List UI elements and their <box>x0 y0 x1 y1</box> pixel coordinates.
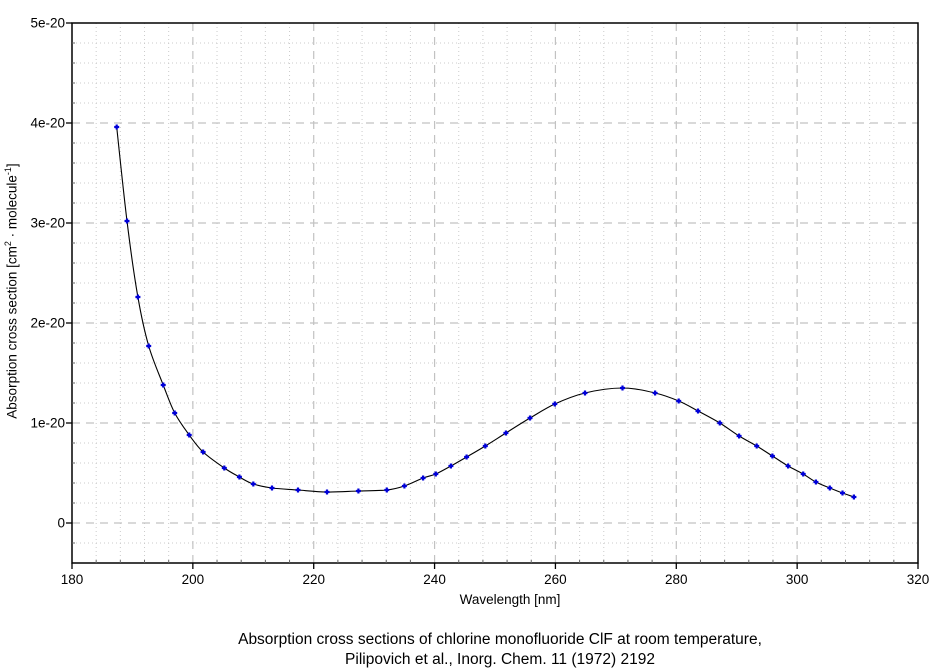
data-point-marker <box>420 475 426 481</box>
x-tick-label: 300 <box>786 572 809 587</box>
y-tick-label: 0 <box>57 516 65 531</box>
data-point-marker <box>754 443 760 449</box>
data-point-marker <box>552 401 558 407</box>
data-point-marker <box>464 454 470 460</box>
data-point-marker <box>324 489 330 495</box>
y-tick-label: 2e-20 <box>30 316 65 331</box>
x-tick-label: 260 <box>544 572 567 587</box>
y-axis-title: Absorption cross section [cm2 · molecule… <box>3 21 23 561</box>
x-tick-label: 200 <box>182 572 205 587</box>
data-point-marker <box>813 479 819 485</box>
data-point-marker <box>135 294 141 300</box>
data-point-marker <box>295 487 301 493</box>
data-point-marker <box>652 390 658 396</box>
data-point-marker <box>676 398 682 404</box>
figure-caption: Absorption cross sections of chlorine mo… <box>238 630 762 670</box>
data-point-marker <box>269 485 275 491</box>
data-point-marker <box>146 343 152 349</box>
caption-line-2: Pilipovich et al., Inorg. Chem. 11 (1972… <box>345 651 655 668</box>
data-point-marker <box>448 463 454 469</box>
y-axis-title-supm1: -1 <box>3 167 13 176</box>
x-axis-title: Wavelength [nm] <box>459 592 561 607</box>
data-point-marker <box>172 410 178 416</box>
y-tick-label: 3e-20 <box>30 216 65 231</box>
x-tick-label: 220 <box>302 572 325 587</box>
x-tick-label: 180 <box>61 572 84 587</box>
data-point-marker <box>160 382 166 388</box>
x-tick-label: 320 <box>907 572 930 587</box>
data-point-marker <box>769 453 775 459</box>
x-tick-label: 280 <box>665 572 688 587</box>
data-point-marker <box>827 485 833 491</box>
data-point-marker <box>221 465 227 471</box>
y-axis-title-sup2: 2 <box>3 241 13 247</box>
data-point-marker <box>384 487 390 493</box>
data-point-marker <box>200 449 206 455</box>
y-tick-label: 4e-20 <box>30 116 65 131</box>
data-point-marker <box>124 218 130 224</box>
data-point-marker <box>250 481 256 487</box>
data-point-marker <box>800 471 806 477</box>
y-axis-title-text: Absorption cross section [cm <box>4 246 20 419</box>
chart-canvas: 180 200 220 240 260 280 300 320 0 1e-20 2e-20 3e-20… <box>30 16 930 588</box>
data-point-marker <box>114 124 120 130</box>
data-point-marker <box>355 488 361 494</box>
data-point-marker <box>695 408 701 414</box>
y-tick-label: 1e-20 <box>30 416 65 431</box>
data-point-marker <box>401 483 407 489</box>
data-point-marker <box>851 494 857 500</box>
data-point-marker <box>236 474 242 480</box>
data-point-marker <box>527 415 533 421</box>
data-point-marker <box>433 471 439 477</box>
data-point-marker <box>503 430 509 436</box>
data-point-marker <box>582 390 588 396</box>
data-curve <box>116 126 855 498</box>
data-point-marker <box>736 433 742 439</box>
caption-line-1: Absorption cross sections of chlorine mo… <box>238 631 762 648</box>
data-point-marker <box>620 385 625 391</box>
data-point-marker <box>840 490 845 496</box>
y-axis-title-mid: · molecule <box>4 175 20 242</box>
x-tick-label: 240 <box>423 572 446 587</box>
data-point-marker <box>482 443 488 449</box>
y-axis-title-post: ] <box>4 163 20 168</box>
data-point-marker <box>785 463 791 469</box>
data-point-marker <box>186 432 192 438</box>
data-point-marker <box>717 420 723 426</box>
y-tick-label: 5e-20 <box>30 16 65 31</box>
plot-border <box>71 22 919 564</box>
